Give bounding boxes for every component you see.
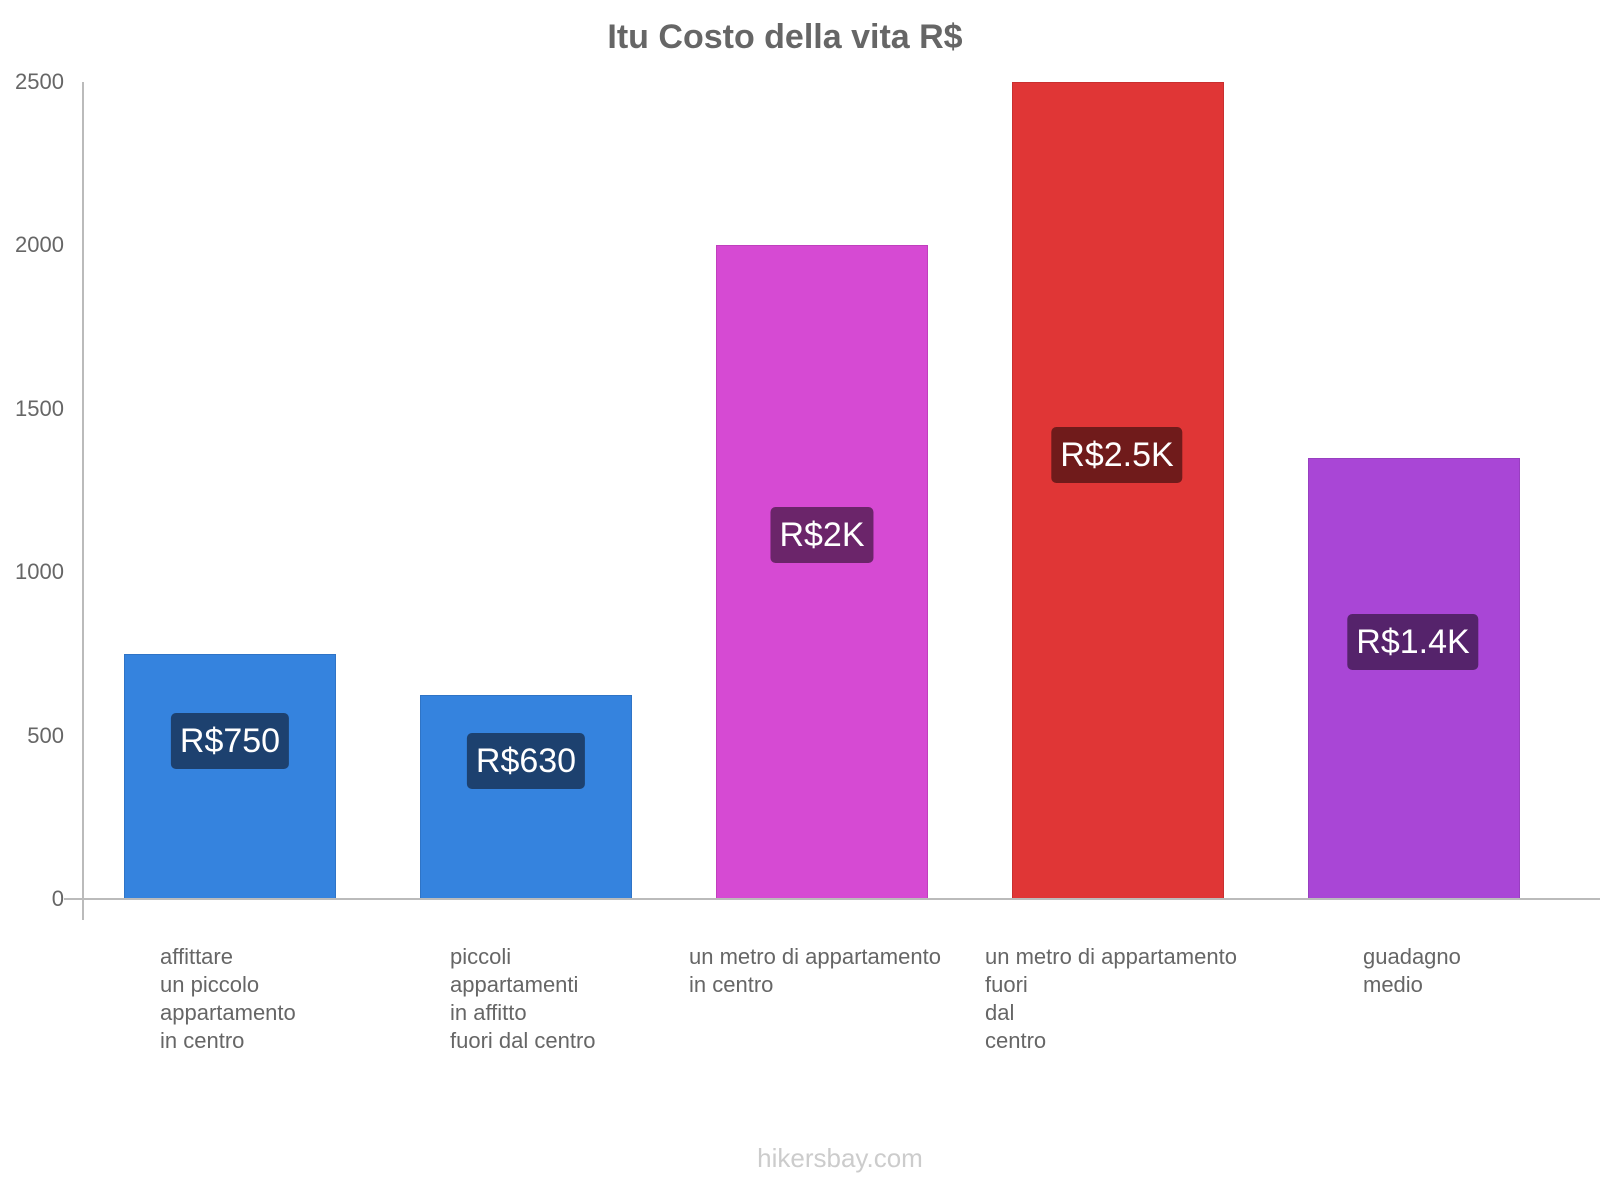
value-label: R$2K	[770, 507, 874, 563]
y-tick-500: 500	[27, 723, 64, 748]
bar-sqm-center	[716, 245, 928, 899]
bar-rent-small-apartment-outside	[420, 695, 632, 899]
value-label: R$2.5K	[1051, 427, 1183, 483]
y-axis-line	[82, 82, 84, 920]
bar-sqm-outside	[1012, 82, 1224, 899]
x-label: piccoli appartamenti in affitto fuori da…	[450, 944, 596, 1053]
chart-title: Itu Costo della vita R$	[607, 18, 963, 56]
y-tick-0: 0	[51, 886, 64, 911]
x-label: guadagno medio	[1363, 944, 1461, 997]
footer-watermark: hikersbay.com	[757, 1143, 923, 1173]
y-tick-1500: 1500	[15, 396, 64, 421]
y-tick-1000: 1000	[15, 559, 64, 584]
bar-rent-small-apartment-center	[124, 654, 336, 899]
y-tick-2500: 2500	[15, 69, 64, 94]
x-label: un metro di appartamento in centro	[689, 944, 941, 997]
value-label: R$1.4K	[1347, 614, 1479, 670]
value-label: R$630	[466, 733, 586, 789]
x-axis-line	[64, 898, 1600, 900]
x-label: affittare un piccolo appartamento in cen…	[160, 944, 296, 1053]
bar-average-salary	[1308, 458, 1520, 899]
value-label: R$750	[170, 713, 290, 769]
y-tick-2000: 2000	[15, 232, 64, 257]
x-label: un metro di appartamento fuori dal centr…	[985, 944, 1237, 1053]
